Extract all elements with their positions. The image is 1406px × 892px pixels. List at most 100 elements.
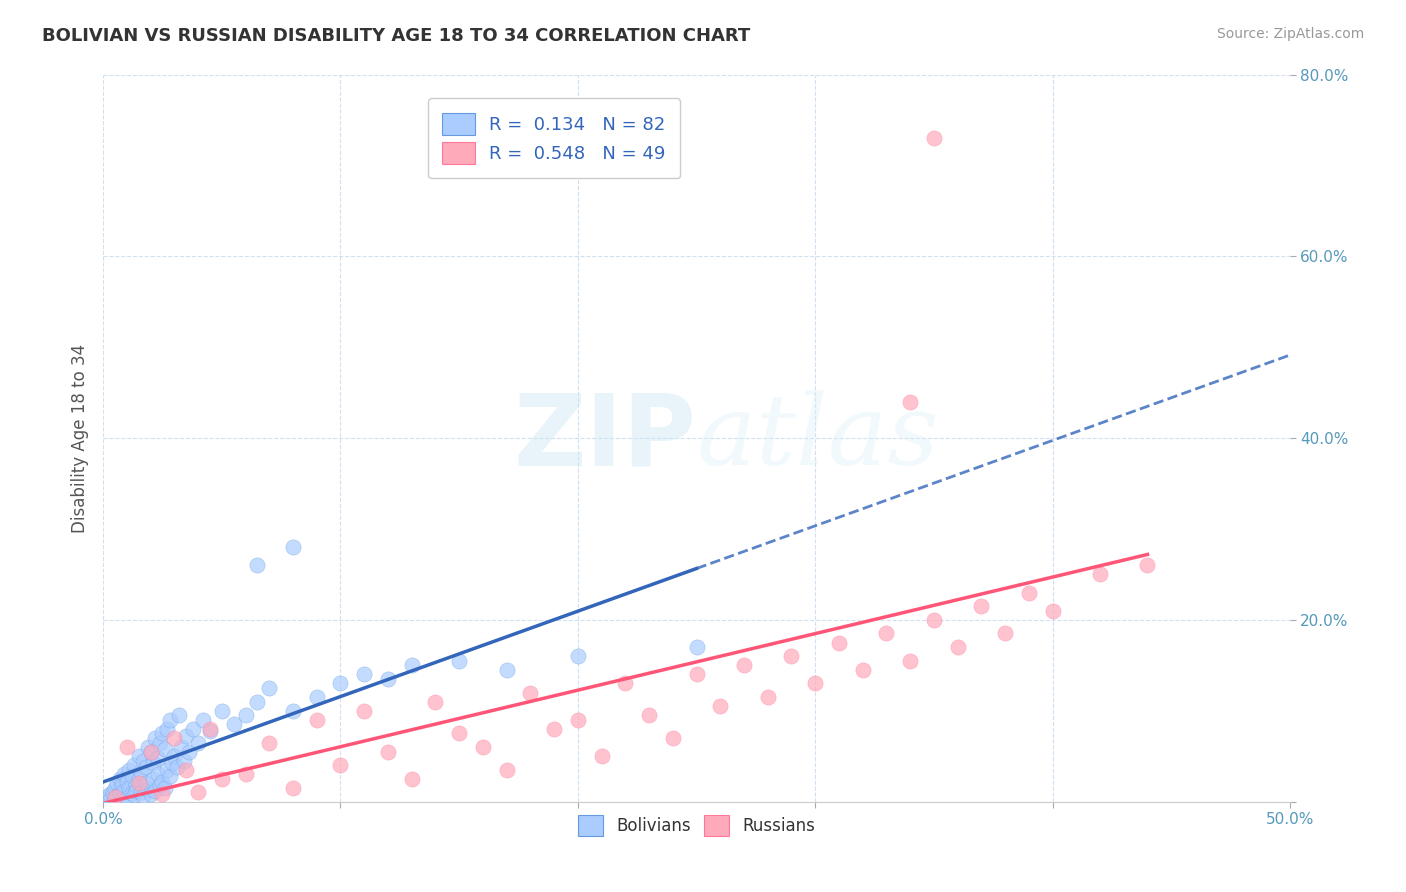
Point bbox=[108, 772, 131, 786]
Y-axis label: Disability Age 18 to 34: Disability Age 18 to 34 bbox=[72, 343, 89, 533]
Point bbox=[142, 756, 165, 771]
Point bbox=[143, 731, 166, 745]
Point bbox=[177, 745, 200, 759]
Point bbox=[377, 672, 399, 686]
Point bbox=[160, 756, 183, 771]
Point bbox=[101, 785, 124, 799]
Point bbox=[852, 663, 875, 677]
Point bbox=[146, 767, 169, 781]
Point bbox=[98, 787, 121, 801]
Point bbox=[132, 754, 155, 768]
Point bbox=[94, 790, 117, 805]
Point bbox=[187, 735, 209, 749]
Point bbox=[128, 772, 150, 786]
Point bbox=[163, 731, 186, 745]
Point bbox=[198, 723, 221, 738]
Point bbox=[329, 758, 352, 772]
Point bbox=[170, 739, 193, 754]
Point bbox=[122, 758, 145, 772]
Point bbox=[121, 786, 143, 800]
Point bbox=[235, 708, 257, 723]
Text: ZIP: ZIP bbox=[513, 390, 696, 486]
Point bbox=[567, 649, 589, 664]
Point bbox=[1042, 604, 1064, 618]
Point bbox=[98, 793, 121, 807]
Point bbox=[104, 780, 127, 795]
Point bbox=[149, 735, 172, 749]
Point bbox=[152, 787, 174, 801]
Point bbox=[329, 676, 352, 690]
Point bbox=[222, 717, 245, 731]
Point bbox=[139, 745, 162, 759]
Point bbox=[108, 787, 131, 801]
Point bbox=[166, 760, 188, 774]
Point bbox=[377, 745, 399, 759]
Point bbox=[149, 778, 172, 792]
Point bbox=[125, 783, 148, 797]
Point bbox=[143, 783, 166, 797]
Point bbox=[733, 658, 755, 673]
Point bbox=[401, 658, 423, 673]
Point bbox=[163, 749, 186, 764]
Text: atlas: atlas bbox=[696, 391, 939, 486]
Point bbox=[1018, 585, 1040, 599]
Point bbox=[449, 726, 471, 740]
Point bbox=[129, 765, 152, 780]
Point bbox=[122, 788, 145, 802]
Point bbox=[259, 681, 281, 695]
Point bbox=[543, 722, 565, 736]
Text: Source: ZipAtlas.com: Source: ZipAtlas.com bbox=[1216, 27, 1364, 41]
Point bbox=[129, 785, 152, 799]
Point bbox=[115, 790, 138, 805]
Point bbox=[115, 739, 138, 754]
Point bbox=[662, 731, 685, 745]
Point bbox=[105, 776, 128, 790]
Point bbox=[152, 726, 174, 740]
Point bbox=[139, 787, 162, 801]
Point bbox=[614, 676, 637, 690]
Point bbox=[105, 789, 128, 804]
Point bbox=[114, 783, 136, 797]
Point bbox=[211, 704, 233, 718]
Point bbox=[198, 722, 221, 736]
Point bbox=[118, 780, 141, 795]
Point bbox=[353, 667, 375, 681]
Point bbox=[114, 767, 136, 781]
Point bbox=[638, 708, 661, 723]
Point bbox=[709, 699, 731, 714]
Point bbox=[153, 780, 176, 795]
Point bbox=[685, 667, 707, 681]
Point bbox=[495, 763, 517, 777]
Point bbox=[142, 772, 165, 786]
Point bbox=[118, 763, 141, 777]
Point bbox=[136, 781, 159, 796]
Point bbox=[139, 745, 162, 759]
Point bbox=[495, 663, 517, 677]
Point bbox=[174, 763, 197, 777]
Point bbox=[449, 654, 471, 668]
Point bbox=[994, 626, 1017, 640]
Point bbox=[567, 713, 589, 727]
Point bbox=[121, 769, 143, 783]
Point bbox=[174, 729, 197, 743]
Point bbox=[898, 394, 921, 409]
Point bbox=[946, 640, 969, 654]
Point bbox=[259, 735, 281, 749]
Point bbox=[305, 713, 328, 727]
Point bbox=[1088, 567, 1111, 582]
Point bbox=[125, 778, 148, 792]
Point bbox=[146, 751, 169, 765]
Point bbox=[128, 776, 150, 790]
Point bbox=[111, 792, 134, 806]
Point bbox=[875, 626, 897, 640]
Point bbox=[135, 776, 157, 790]
Point bbox=[235, 767, 257, 781]
Point bbox=[97, 792, 120, 806]
Point bbox=[136, 739, 159, 754]
Point bbox=[211, 772, 233, 786]
Point bbox=[128, 749, 150, 764]
Point bbox=[281, 704, 304, 718]
Point bbox=[159, 713, 181, 727]
Point bbox=[173, 754, 195, 768]
Point bbox=[111, 778, 134, 792]
